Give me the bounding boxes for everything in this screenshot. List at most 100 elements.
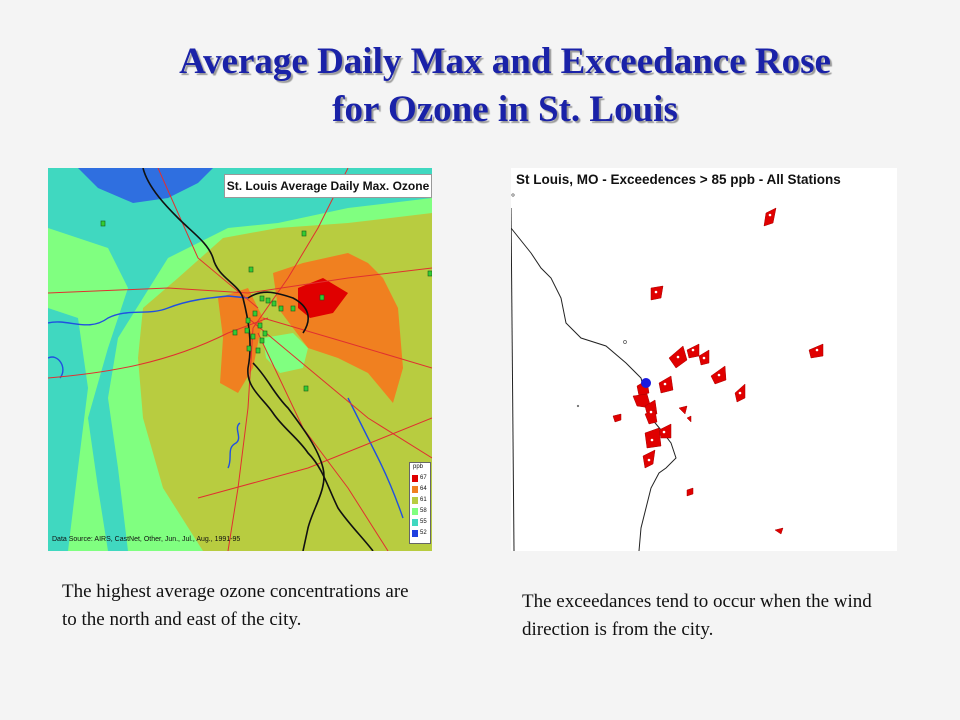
contour-band-58-city	[263, 333, 308, 373]
east-creek	[347, 397, 404, 519]
exceedance-marker	[686, 487, 694, 497]
road	[262, 317, 432, 369]
road	[257, 332, 389, 551]
legend-swatch	[412, 486, 418, 493]
left-caption: The highest average ozone concentrations…	[62, 581, 409, 630]
station-marker	[245, 317, 251, 324]
station-marker	[427, 270, 432, 277]
legend-label: 67	[420, 475, 427, 481]
marker-dot	[768, 213, 772, 217]
contour-band-55-west	[48, 168, 432, 551]
legend-swatch	[412, 497, 418, 504]
marker-dot	[649, 410, 653, 414]
legend-label: 58	[420, 508, 427, 514]
marker-dot	[702, 356, 706, 360]
station-marker	[252, 310, 258, 317]
station-marker	[319, 294, 325, 301]
ozone-contour-map-svg	[48, 168, 432, 551]
ozone-map-title: St. Louis Average Daily Max. Ozone	[224, 174, 432, 198]
station-marker	[265, 297, 271, 304]
exceedance-marker	[612, 413, 622, 423]
legend-entry: 55	[412, 518, 430, 527]
station-marker	[244, 327, 250, 334]
station-marker	[278, 305, 284, 312]
station-outline-marker	[511, 193, 515, 197]
marker-dot	[815, 348, 819, 352]
city-boundary	[247, 291, 309, 334]
river-lines	[48, 295, 404, 519]
station-marker	[232, 329, 238, 336]
legend-entry: 64	[412, 485, 430, 494]
legend-title: ppb	[413, 464, 424, 470]
legend-label: 55	[420, 519, 427, 525]
station-marker	[303, 385, 309, 392]
south-creek	[227, 422, 241, 469]
legend-entry: 67	[412, 474, 430, 483]
exceedance-marker	[808, 343, 824, 359]
marker-dot	[662, 430, 666, 434]
legend-swatch	[412, 530, 418, 537]
exceedance-marker	[763, 207, 777, 227]
legend-entry: 61	[412, 496, 430, 505]
road	[227, 327, 254, 551]
marker-dot	[663, 382, 667, 386]
monitoring-stations	[100, 220, 432, 392]
legend-entry: 58	[412, 507, 430, 516]
road	[252, 168, 349, 329]
marker-dot	[738, 391, 742, 395]
road	[197, 417, 432, 499]
legend-swatch	[412, 519, 418, 526]
legend-label: 52	[420, 530, 427, 536]
exceedance-marker	[644, 427, 662, 449]
data-source-note: Data Source: AIRS, CastNet, Other, Jun.,…	[52, 536, 241, 543]
marker-center-dots	[647, 213, 819, 462]
station-outline-marker	[576, 404, 580, 408]
exceedance-map-title: St Louis, MO - Exceedences > 85 ppb - Al…	[516, 172, 841, 187]
exceedance-rose-map	[511, 168, 897, 551]
station-marker	[262, 330, 268, 337]
exceedance-markers	[612, 207, 824, 535]
road	[157, 168, 259, 309]
station-marker	[100, 220, 106, 227]
boundary-lines	[142, 168, 374, 551]
small-station-markers	[511, 193, 627, 408]
marker-dot	[650, 438, 654, 442]
city-center-marker	[641, 378, 651, 388]
exceedance-marker	[774, 527, 784, 535]
station-marker	[255, 347, 261, 354]
legend-entry: 52	[412, 529, 430, 538]
station-marker	[259, 295, 265, 302]
legend-label: 61	[420, 497, 427, 503]
marker-dot	[676, 355, 680, 359]
exceedance-marker	[650, 285, 664, 301]
station-marker	[250, 333, 256, 340]
contour-band-55-far-west	[48, 308, 88, 551]
station-marker	[246, 345, 252, 352]
exceedance-marker	[658, 423, 672, 439]
legend-label: 64	[420, 486, 427, 492]
marker-dot	[647, 458, 651, 462]
slide-title-line-1: Average Daily Max and Exceedance Rose	[179, 41, 831, 82]
contour-band-64-central	[218, 288, 263, 393]
slide-title-line-2: for Ozone in St. Louis	[332, 89, 678, 130]
exceedance-marker	[686, 415, 692, 423]
ppb-legend: ppb 67 64 61 58 55 52	[409, 462, 431, 544]
exceedance-marker	[678, 405, 688, 415]
legend-swatch	[412, 475, 418, 482]
station-outline-marker	[623, 340, 627, 344]
ozone-contour-map	[48, 168, 432, 551]
legend-swatch	[412, 508, 418, 515]
station-marker	[271, 300, 277, 307]
exceedance-rose-svg	[511, 168, 897, 551]
road	[48, 267, 432, 294]
station-marker	[248, 266, 254, 273]
station-marker	[257, 322, 263, 329]
west-creek	[48, 356, 64, 379]
station-marker	[301, 230, 307, 237]
road	[48, 317, 269, 379]
missouri-river	[48, 295, 249, 326]
road-network	[48, 168, 432, 551]
county-boundary	[252, 362, 325, 551]
station-marker	[290, 305, 296, 312]
marker-dot	[654, 290, 658, 294]
